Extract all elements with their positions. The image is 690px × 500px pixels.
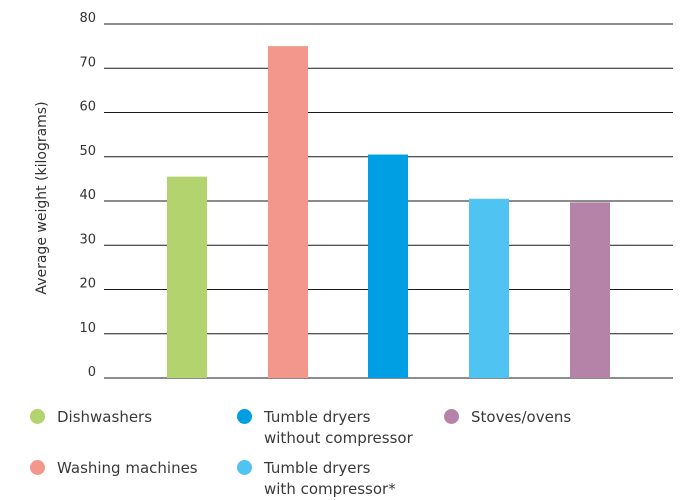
legend-item: Dishwashers [30,407,152,428]
bar-chart: 0 10 20 30 40 50 60 70 80 Average weight (kilogr… [34,11,673,380]
bars [167,46,610,378]
legend-swatch [237,409,252,424]
legend-label: Tumble dryers without compressor [264,407,413,449]
legend-label: Dishwashers [57,407,152,428]
legend-label-line: with compressor* [264,480,396,498]
legend-label: Tumble dryers with compressor* [264,458,396,500]
bar-stoves-ovens [570,202,610,378]
legend-label-line: without compressor [264,429,413,447]
y-tick-label: 30 [79,232,96,247]
y-axis-label: Average weight (kilograms) [34,101,50,294]
y-tick-label: 40 [79,188,96,203]
legend-swatch [30,409,45,424]
y-tick-label: 10 [79,321,96,336]
bar-tumble-dryers-with-compressor [469,198,509,378]
y-tick-label: 20 [79,277,96,292]
legend-item: Stoves/ovens [444,407,571,428]
legend-item: Tumble dryers with compressor* [237,458,396,500]
legend-swatch [30,460,45,475]
legend-item: Washing machines [30,458,198,479]
y-tick-label: 50 [79,144,96,159]
y-axis-ticks: 0 10 20 30 40 50 60 70 80 [79,11,96,380]
legend-label-line: Tumble dryers [264,408,371,426]
y-tick-label: 80 [79,11,96,26]
bar-washing-machines [268,46,308,378]
legend-label-line: Washing machines [57,459,198,477]
legend-swatch [237,460,252,475]
legend-label-line: Stoves/ovens [471,408,572,426]
legend-label: Stoves/ovens [471,407,571,428]
y-tick-label: 60 [79,100,96,115]
legend-label-line: Dishwashers [57,408,153,426]
legend-label: Washing machines [57,458,198,479]
legend-swatch [444,409,459,424]
bar-tumble-dryers-without-compressor [368,154,408,378]
legend-item: Tumble dryers without compressor [237,407,413,449]
legend-label-line: Tumble dryers [264,459,371,477]
y-tick-label: 0 [88,365,96,380]
y-tick-label: 70 [79,55,96,70]
bar-dishwashers [167,176,207,378]
